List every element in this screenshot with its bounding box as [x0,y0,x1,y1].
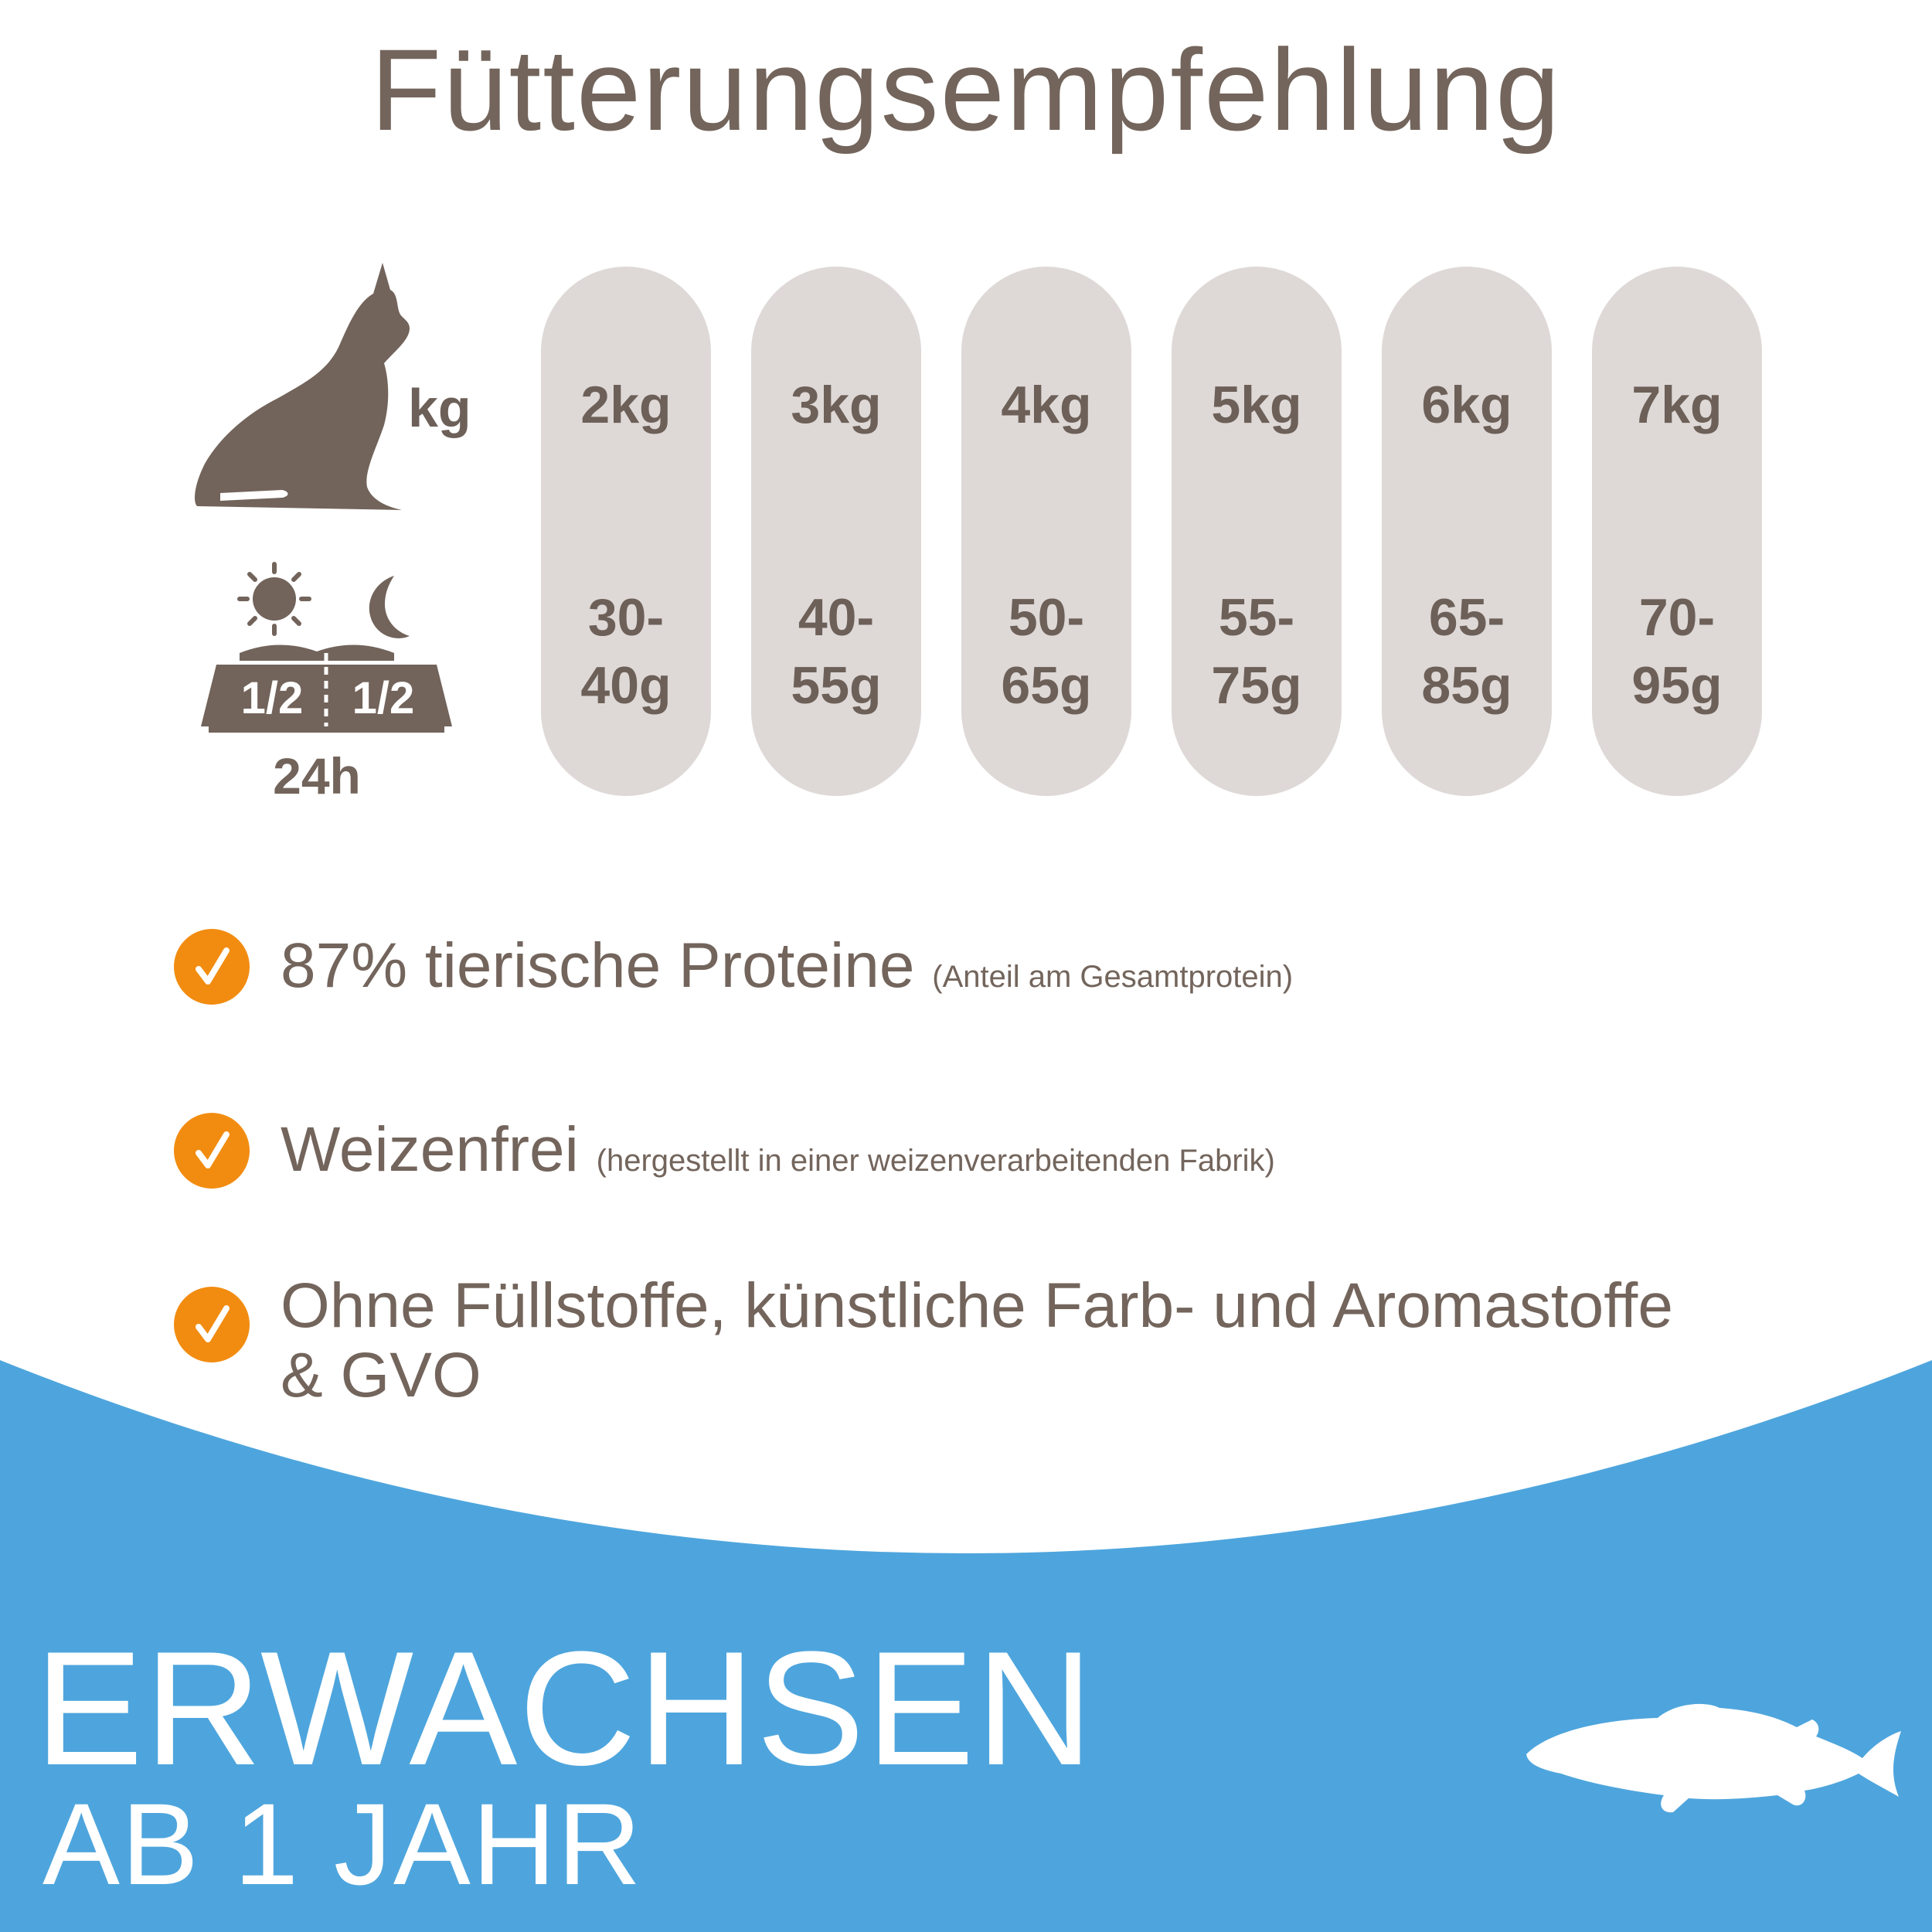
check-icon [174,1287,250,1362]
amount-value: 70- 95g [1631,588,1723,715]
pill-column: 4kg 50- 65g [961,267,1131,796]
food-bowl-icon: 1/2 1/2 [201,645,452,733]
pill-column: 2kg 30- 40g [541,267,711,796]
fish-icon [1526,1703,1901,1813]
weight-label: kg [408,378,471,438]
moon-icon [369,576,410,638]
half-right-label: 1/2 [352,673,415,723]
amount-value: 40- 55g [791,588,882,715]
check-icon [174,1113,250,1189]
amount-value: 50- 65g [1001,588,1092,715]
pill-column: 5kg 55- 75g [1172,267,1342,796]
pill-column: 6kg 65- 85g [1382,267,1552,796]
weight-value: 2kg [580,376,672,434]
check-icon [174,929,250,1005]
amount-value: 30- 40g [580,588,672,715]
pill-column: 7kg 70- 95g [1592,267,1762,796]
feeding-icon: 1/2 1/2 24h [201,562,452,804]
banner-title: ERWACHSEN [35,1617,1095,1799]
feeding-table: 2kg 30- 40g 3kg 40- 55g 4kg 50- 65g 5kg 55-… [541,267,1762,796]
weight-value: 5kg [1211,376,1302,434]
weight-value: 3kg [791,376,882,434]
feature-text: Ohne Füllstoffe, künstliche Farb- und Ar… [281,1270,1673,1410]
feature-text: Weizenfrei (hergestellt in einer weizenv… [281,1114,1275,1185]
feature-note: (Anteil am Gesamtprotein) [932,960,1294,994]
pill-column: 3kg 40- 55g [751,267,921,796]
half-left-label: 1/2 [241,673,304,723]
weight-value: 6kg [1421,376,1512,434]
amount-value: 55- 75g [1211,588,1302,715]
amount-value: 65- 85g [1421,588,1512,715]
feature-note: (hergestellt in einer weizenverarbeitend… [596,1144,1275,1178]
weight-value: 7kg [1631,376,1723,434]
period-label: 24h [273,747,361,804]
banner-subtitle: AB 1 JAHR [43,1779,643,1909]
weight-value: 4kg [1001,376,1092,434]
cat-icon [195,263,410,510]
feature-text: 87% tierische Proteine (Anteil am Gesamt… [281,930,1294,1001]
sun-icon [237,562,311,636]
page-title: Fütterungsempfehlung [370,25,1562,155]
